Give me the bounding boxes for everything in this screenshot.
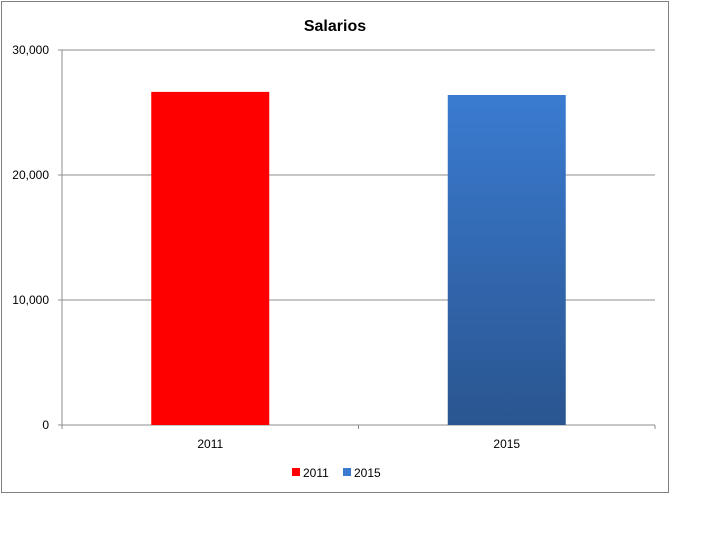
legend-swatch-2011	[292, 468, 300, 476]
y-tick-label: 10,000	[12, 293, 49, 307]
bar-2011	[151, 91, 270, 425]
legend-label-2011: 2011	[303, 466, 329, 480]
legend-label-2015: 2015	[354, 466, 381, 480]
bars	[151, 91, 566, 425]
x-tick-label: 2011	[197, 437, 223, 451]
y-tick-label: 0	[42, 418, 49, 432]
x-tick-labels: 2011 2015	[197, 437, 520, 451]
y-tick-label: 30,000	[12, 43, 49, 57]
legend-swatch-2015	[343, 468, 351, 476]
x-tick-label: 2015	[493, 437, 520, 451]
y-tick-labels: 0 10,000 20,000 30,000	[12, 43, 49, 432]
bar-2015	[447, 95, 566, 425]
legend: 2011 2015	[292, 466, 381, 480]
y-tick-label: 20,000	[12, 168, 49, 182]
chart-border	[1, 1, 669, 493]
chart-title: Salarios	[304, 18, 366, 35]
